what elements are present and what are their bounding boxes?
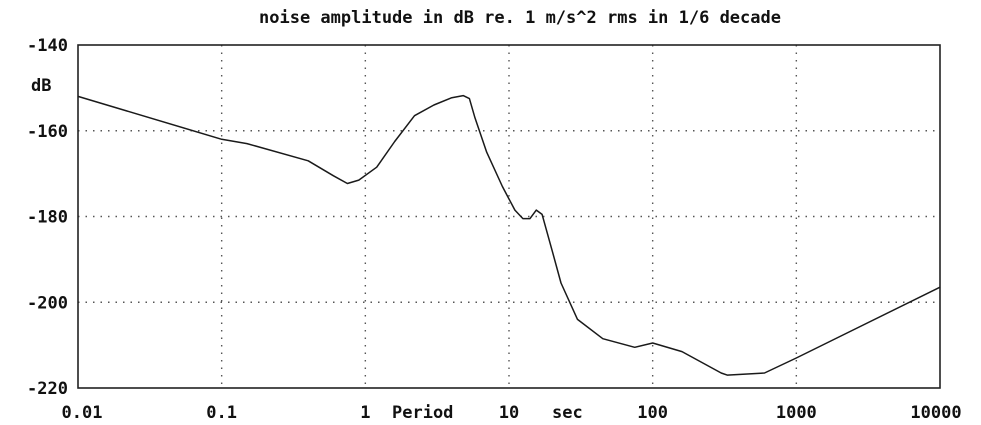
chart-title: noise amplitude in dB re. 1 m/s^2 rms in… <box>259 8 781 28</box>
x-axis-label-period: Period <box>392 403 453 423</box>
y-tick-label: -180 <box>27 208 68 228</box>
tick-labels: 0.01 0.1 1 10 100 1000 10000 -140 -160 -180 -200 -2… <box>27 36 962 423</box>
y-tick-label: -160 <box>27 122 68 142</box>
x-tick-label: 0.1 <box>206 403 237 423</box>
x-tick-label: 0.01 <box>62 403 103 423</box>
x-tick-label: 1000 <box>776 403 817 423</box>
x-tick-label: 100 <box>637 403 668 423</box>
noise-amplitude-line <box>77 94 941 376</box>
y-axis-label: dB <box>31 76 51 96</box>
y-tick-label: -140 <box>27 36 68 56</box>
x-tick-label: 10 <box>499 403 519 423</box>
x-axis-label-sec: sec <box>552 403 583 423</box>
y-tick-label: -220 <box>27 379 68 399</box>
grid-lines <box>78 45 940 388</box>
plot-frame <box>77 44 941 389</box>
series-layer <box>77 94 941 376</box>
x-tick-label: 1 <box>360 403 370 423</box>
y-tick-label: -200 <box>27 293 68 313</box>
x-tick-label: 10000 <box>910 403 961 423</box>
